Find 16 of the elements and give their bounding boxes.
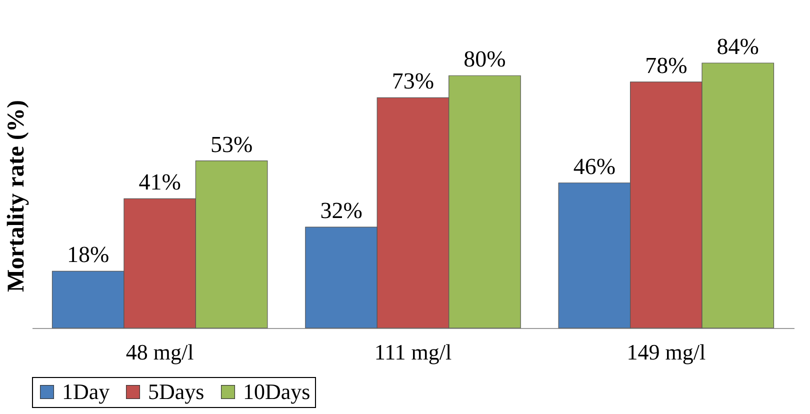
data-label: 41% <box>138 170 181 195</box>
data-label: 80% <box>464 46 506 72</box>
legend-label: 10Days <box>243 379 310 404</box>
y-axis-title: Mortality rate (%) <box>4 100 30 292</box>
legend-label: 5Days <box>148 379 204 404</box>
data-label: 78% <box>645 52 688 78</box>
data-label: 46% <box>573 154 616 179</box>
data-label: 84% <box>716 34 759 59</box>
data-label: 73% <box>392 68 434 94</box>
data-label: 32% <box>320 198 362 224</box>
data-label: 18% <box>67 242 110 268</box>
legend-label: 1Day <box>62 379 110 404</box>
data-label: 53% <box>210 132 253 157</box>
x-tick-label: 48 mg/l <box>126 340 194 364</box>
x-tick-label: 111 mg/l <box>374 340 452 364</box>
x-tick-label: 149 mg/l <box>626 340 706 364</box>
